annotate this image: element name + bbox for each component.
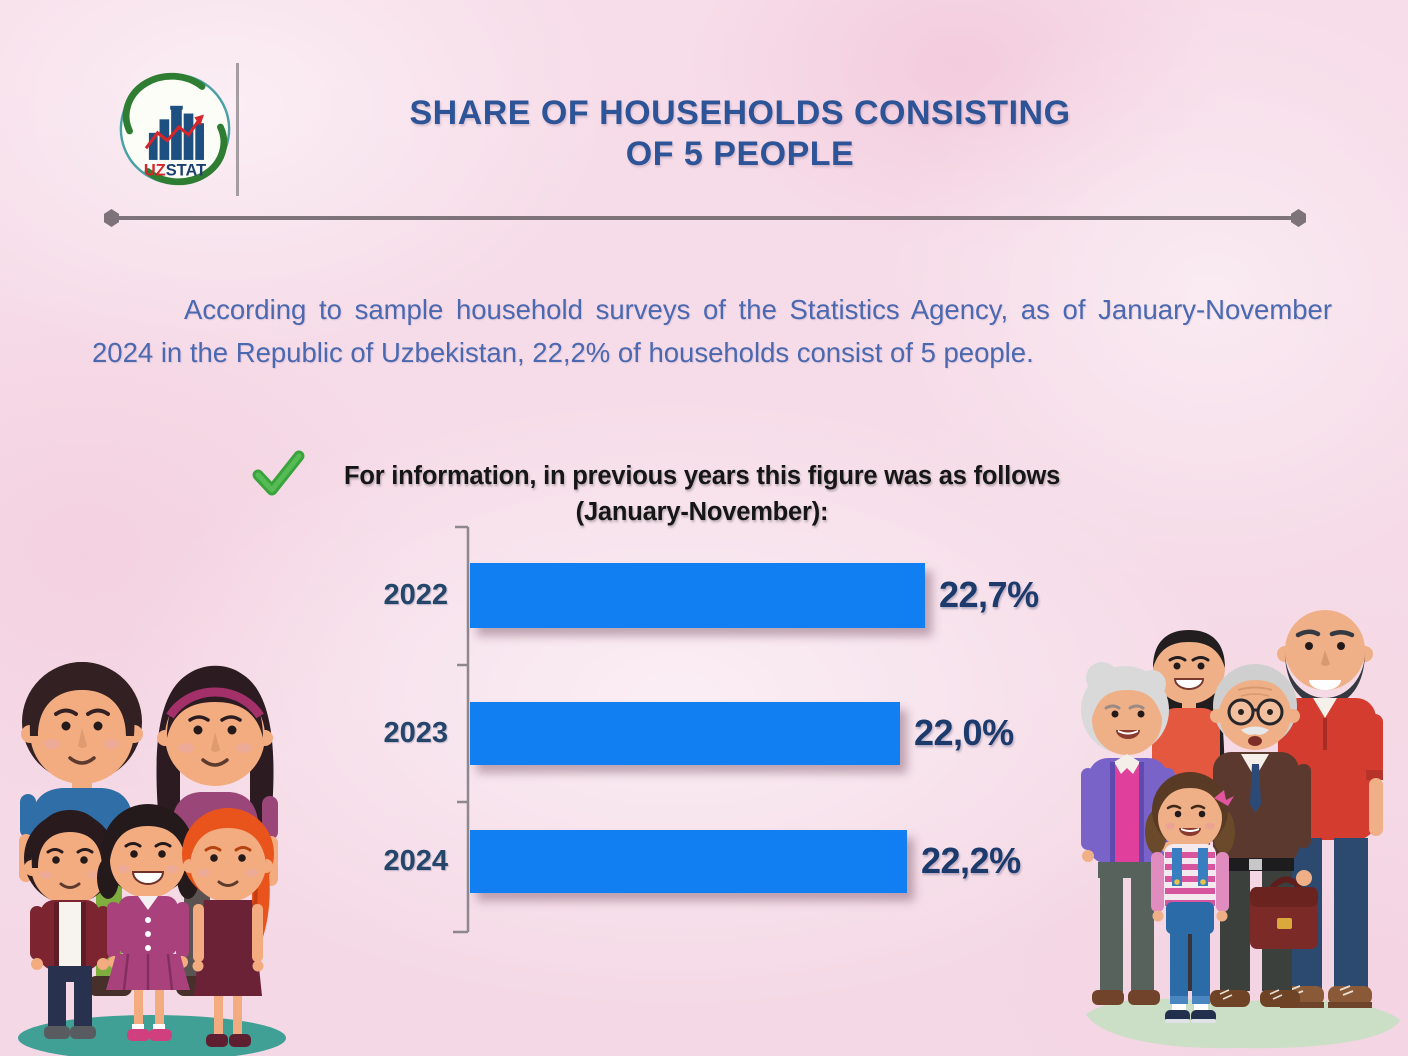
- logo-green-swoosh-icon: [122, 72, 228, 186]
- chart-value-label: 22,2%: [921, 839, 1021, 881]
- page-title: SHARE OF HOUSEHOLDS CONSISTING OF 5 PEOP…: [300, 93, 1180, 175]
- logo-trend-arrow-icon: [144, 114, 204, 150]
- divider-left-cap: [104, 209, 119, 227]
- divider-line: [112, 216, 1298, 220]
- page-title-line1: SHARE OF HOUSEHOLDS CONSISTING: [409, 94, 1071, 132]
- grandfather-figure: [1210, 664, 1318, 1007]
- chart-category-label: 2024: [383, 845, 448, 877]
- chart-value-label: 22,0%: [914, 711, 1014, 753]
- briefcase-icon: [1250, 870, 1318, 949]
- chart-value-label: 22,7%: [939, 573, 1039, 615]
- chart-bar: [470, 563, 925, 628]
- son-figure: [24, 810, 116, 1039]
- note-line1: For information, in previous years this …: [343, 462, 1061, 490]
- second-daughter-figure: [182, 808, 274, 1047]
- uzstat-logo-icon: UZSTAT: [119, 72, 231, 186]
- divider-right-cap: [1291, 209, 1306, 227]
- daughter-figure: [97, 804, 199, 1041]
- family-grandparents-parents-and-child-icon: [1081, 610, 1400, 1049]
- header-separator: [236, 63, 239, 196]
- ground-blob: [1086, 998, 1400, 1049]
- chart-category-label: 2023: [383, 717, 448, 749]
- divider: [104, 209, 1306, 227]
- chart-axis: [453, 525, 470, 934]
- page-title-line2: OF 5 PEOPLE: [625, 135, 855, 173]
- intro-paragraph: According to sample household surveys of…: [92, 294, 1332, 368]
- note-line2: (January-November):: [575, 498, 829, 526]
- granddaughter-figure: [1145, 772, 1235, 1023]
- chart-category-label: 2022: [383, 579, 448, 611]
- check-icon: [252, 450, 305, 496]
- family-parents-and-three-children-icon: [18, 662, 286, 1056]
- note-text: For information, in previous years this …: [312, 458, 1092, 530]
- grandmother-figure: [1081, 662, 1175, 1005]
- chart-bar: [470, 830, 907, 893]
- chart-bar: [470, 702, 900, 765]
- logo-wordmark: UZSTAT: [144, 161, 206, 179]
